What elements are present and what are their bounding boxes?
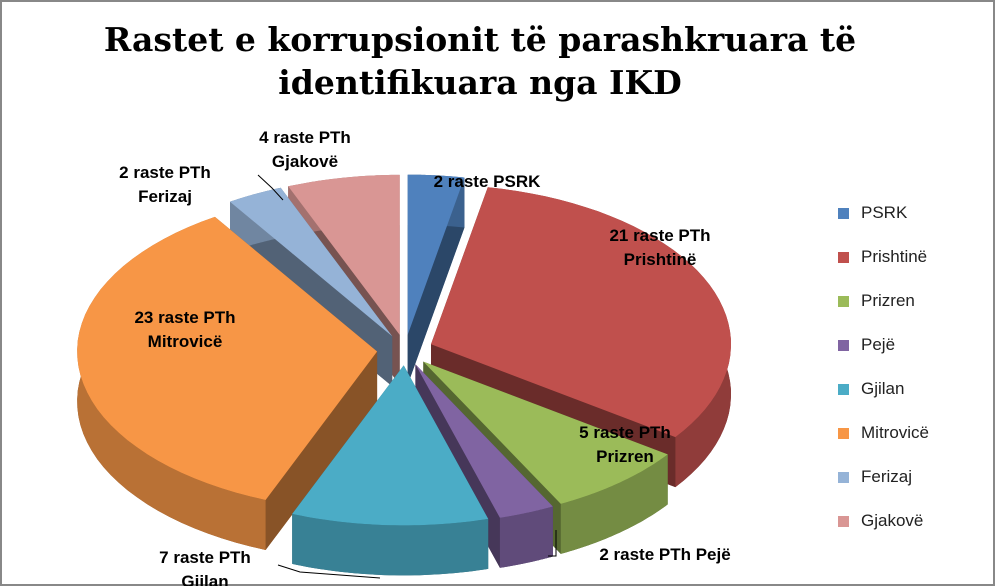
legend-swatch: [838, 207, 849, 219]
legend-label: Pejë: [861, 335, 896, 354]
legend-label: Prizren: [861, 291, 915, 310]
data-label: 5 raste PTh Prizren: [579, 423, 671, 466]
legend-item: Pejë: [838, 335, 895, 355]
legend-item: Ferizaj: [838, 467, 912, 487]
slice-top: [431, 187, 731, 438]
legend-swatch: [838, 295, 849, 307]
legend-item: Gjilan: [838, 379, 904, 399]
legend-swatch: [838, 339, 849, 351]
data-label: 4 raste PTh Gjakovë: [259, 128, 351, 171]
slice-side: [499, 506, 553, 568]
legend-swatch: [838, 427, 849, 439]
slice-side: [407, 177, 465, 385]
leader-line: [257, 174, 284, 201]
slice-side: [560, 454, 668, 554]
data-label: 2 raste PTh Pejë: [599, 545, 731, 564]
pie: [77, 174, 731, 576]
slice-top: [288, 174, 400, 335]
legend-item: Prishtinë: [838, 247, 927, 267]
data-label: 21 raste PTh Prishtinë: [609, 226, 711, 269]
legend-item: Mitrovicë: [838, 423, 929, 443]
chart-title: Rastet e korrupsionit të parashkruara të…: [103, 20, 857, 102]
pie-slice: [77, 216, 378, 550]
legend-swatch: [838, 515, 849, 527]
legend-label: Gjilan: [861, 379, 905, 398]
slice-top: [415, 364, 553, 518]
slice-side: [265, 351, 378, 550]
data-label: 2 raste PTh Ferizaj: [119, 163, 211, 206]
leader-line: [277, 564, 381, 579]
legend-item: Prizren: [838, 291, 915, 311]
legend-label: Ferizaj: [861, 467, 913, 486]
data-label: 7 raste PTh Gjilan: [159, 548, 251, 586]
slice-top: [230, 187, 393, 337]
slice-top: [423, 361, 668, 504]
data-label: 2 raste PSRK: [433, 172, 541, 191]
legend-label: Gjakovë: [861, 511, 924, 530]
legend-item: Gjakovë: [838, 511, 923, 531]
slice-top: [77, 216, 378, 500]
pie-slice: [407, 174, 465, 385]
slice-top: [292, 365, 489, 526]
slice-top: [407, 174, 465, 335]
data-label: 23 raste PTh Mitrovicë: [134, 308, 236, 351]
legend-label: PSRK: [861, 203, 908, 222]
legend-label: Prishtinë: [861, 247, 928, 266]
legend-swatch: [838, 383, 849, 395]
legend-item: PSRK: [838, 203, 907, 223]
slice-side: [292, 513, 489, 576]
legend-swatch: [838, 251, 849, 263]
pie-slice: [292, 365, 489, 576]
leader-line: [548, 530, 557, 557]
legend-label: Mitrovicë: [861, 423, 930, 442]
legend-swatch: [838, 471, 849, 483]
